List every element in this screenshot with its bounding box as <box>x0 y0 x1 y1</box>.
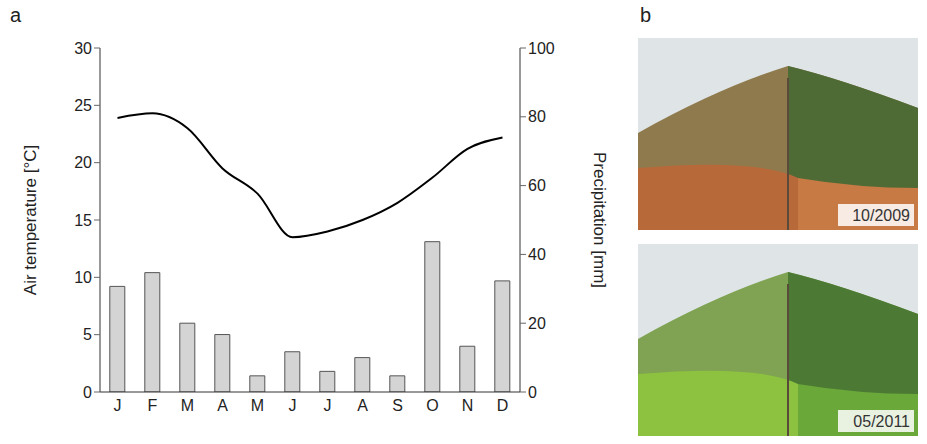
svg-text:80: 80 <box>528 108 546 125</box>
svg-text:5: 5 <box>83 326 92 343</box>
svg-text:10: 10 <box>74 269 92 286</box>
svg-text:A: A <box>357 397 368 414</box>
svg-text:N: N <box>462 397 474 414</box>
svg-text:M: M <box>181 397 194 414</box>
svg-text:0: 0 <box>83 384 92 401</box>
svg-text:100: 100 <box>528 40 555 57</box>
svg-text:60: 60 <box>528 177 546 194</box>
svg-text:30: 30 <box>74 40 92 57</box>
svg-text:15: 15 <box>74 212 92 229</box>
svg-text:05/2011: 05/2011 <box>853 413 910 430</box>
svg-text:S: S <box>392 397 403 414</box>
svg-text:0: 0 <box>528 384 537 401</box>
svg-text:M: M <box>251 397 264 414</box>
svg-text:J: J <box>114 397 122 414</box>
html-text:b: b <box>640 4 652 26</box>
svg-text:Air temperature [°C]: Air temperature [°C] <box>21 145 40 295</box>
svg-text:A: A <box>217 397 228 414</box>
svg-text:F: F <box>148 397 158 414</box>
svg-text:J: J <box>289 397 297 414</box>
svg-text:20: 20 <box>74 154 92 171</box>
svg-text:10/2009: 10/2009 <box>852 207 910 224</box>
svg-text:O: O <box>426 397 438 414</box>
svg-text:40: 40 <box>528 246 546 263</box>
svg-text:D: D <box>497 397 509 414</box>
svg-text:20: 20 <box>528 315 546 332</box>
svg-text:25: 25 <box>74 97 92 114</box>
svg-text:J: J <box>324 397 332 414</box>
html-text:a: a <box>10 4 22 26</box>
svg-text:Precipitation [mm]: Precipitation [mm] <box>590 152 609 288</box>
